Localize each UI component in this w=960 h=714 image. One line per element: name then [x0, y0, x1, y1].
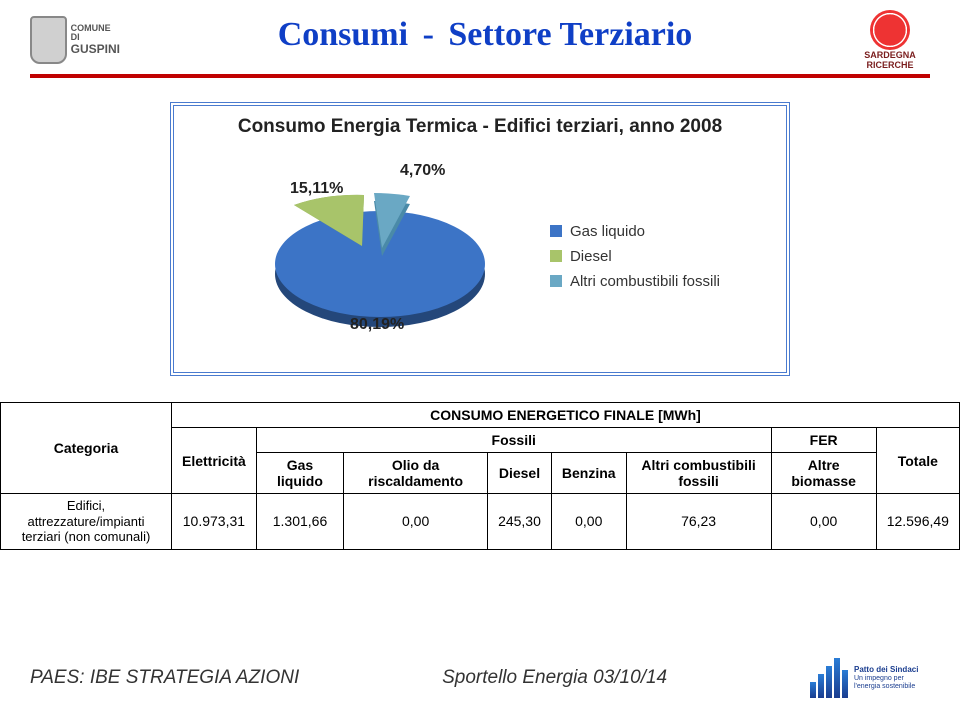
- th-col-3: Diesel: [488, 453, 552, 494]
- cell: 0,00: [344, 494, 488, 550]
- chart-title: Consumo Energia Termica - Edifici terzia…: [184, 116, 776, 138]
- legend-item-altri: Altri combustibili fossili: [550, 273, 720, 290]
- right-label: SARDEGNA RICERCHE: [850, 50, 930, 70]
- legend-label: Altri combustibili fossili: [570, 273, 720, 290]
- cov2: Un impegno per l'energia sostenibile: [854, 675, 915, 690]
- comune-line2: GUSPINI: [71, 42, 120, 56]
- chart-area: 15,11% 4,70% 80,19% Gas liquido Diesel A…: [184, 156, 776, 356]
- pct-label-diesel: 15,11%: [290, 180, 343, 198]
- chart-container: Consumo Energia Termica - Edifici terzia…: [170, 102, 790, 376]
- sardegna-logo: SARDEGNA RICERCHE: [850, 10, 930, 70]
- cell: 12.596,49: [876, 494, 959, 550]
- th-fossili: Fossili: [256, 428, 771, 453]
- covenant-logo: Patto dei Sindaci Un impegno per l'energ…: [810, 658, 930, 698]
- swatch-icon: [550, 275, 562, 287]
- cov1: Patto dei Sindaci: [854, 665, 918, 674]
- legend: Gas liquido Diesel Altri combustibili fo…: [550, 215, 720, 298]
- title-sep: -: [417, 16, 440, 53]
- shield-icon: [30, 16, 67, 64]
- title-part2: Settore Terziario: [448, 16, 692, 53]
- legend-label: Diesel: [570, 248, 612, 265]
- th-col-5: Altri combustibili fossili: [626, 453, 771, 494]
- cell: 76,23: [626, 494, 771, 550]
- th-col-7: Totale: [876, 428, 959, 494]
- pct-label-gas: 80,19%: [350, 316, 404, 334]
- th-categoria: Categoria: [1, 403, 172, 494]
- pct-label-altri: 4,70%: [400, 162, 445, 180]
- legend-label: Gas liquido: [570, 223, 645, 240]
- th-col-4: Benzina: [551, 453, 626, 494]
- cell: 10.973,31: [172, 494, 257, 550]
- header-row: COMUNE DI GUSPINI Consumi - Settore Terz…: [0, 0, 960, 70]
- th-col-0: Elettricità: [172, 428, 257, 494]
- row-label: Edifici, attrezzature/impianti terziari …: [1, 494, 172, 550]
- cell: 0,00: [551, 494, 626, 550]
- legend-item-gas: Gas liquido: [550, 223, 720, 240]
- legend-item-diesel: Diesel: [550, 248, 720, 265]
- swatch-icon: [550, 225, 562, 237]
- cell: 245,30: [488, 494, 552, 550]
- comune-logo: COMUNE DI GUSPINI: [30, 10, 120, 70]
- footer: PAES: IBE STRATEGIA AZIONI Sportello Ene…: [0, 658, 960, 698]
- cell: 0,00: [771, 494, 876, 550]
- comune-text: COMUNE DI GUSPINI: [71, 24, 120, 57]
- title-rule: [30, 74, 930, 78]
- slide-title: Consumi - Settore Terziario: [120, 10, 850, 54]
- table-row: Edifici, attrezzature/impianti terziari …: [1, 494, 960, 550]
- title-part1: Consumi: [278, 16, 408, 53]
- slide-root: COMUNE DI GUSPINI Consumi - Settore Terz…: [0, 0, 960, 714]
- sun-icon: [870, 10, 910, 50]
- data-table: Categoria CONSUMO ENERGETICO FINALE [MWh…: [0, 402, 960, 550]
- swatch-icon: [550, 250, 562, 262]
- th-col-1: Gas liquido: [256, 453, 343, 494]
- bars-icon: [810, 658, 848, 698]
- th-fer: FER: [771, 428, 876, 453]
- pie-chart: 15,11% 4,70% 80,19%: [240, 156, 520, 356]
- footer-center: Sportello Energia 03/10/14: [442, 667, 667, 689]
- comune-line1: COMUNE DI: [71, 23, 111, 43]
- th-col-6: Altre biomasse: [771, 453, 876, 494]
- th-col-2: Olio da riscaldamento: [344, 453, 488, 494]
- th-top: CONSUMO ENERGETICO FINALE [MWh]: [172, 403, 960, 428]
- cell: 1.301,66: [256, 494, 343, 550]
- footer-left: PAES: IBE STRATEGIA AZIONI: [30, 667, 299, 689]
- covenant-text: Patto dei Sindaci Un impegno per l'energ…: [854, 666, 930, 690]
